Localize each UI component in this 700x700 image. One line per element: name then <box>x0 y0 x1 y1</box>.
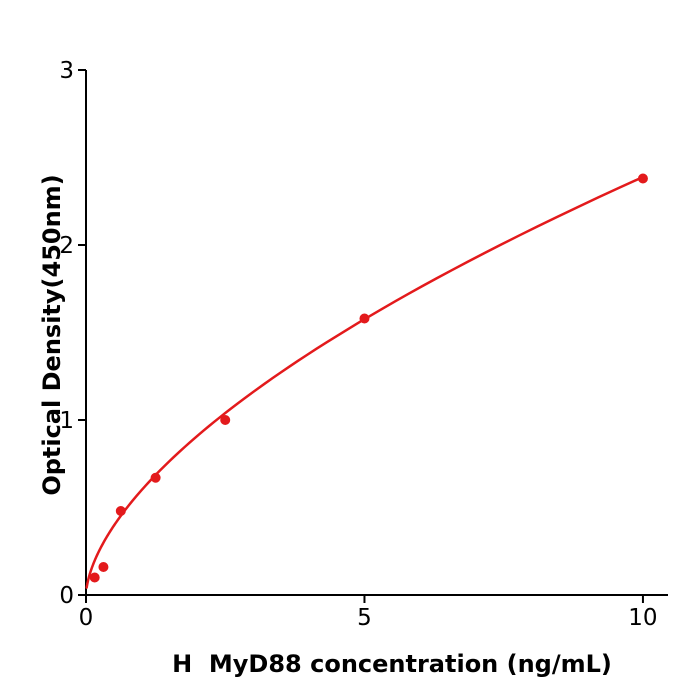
y-tick-label-1: 1 <box>59 408 74 434</box>
x-tick-label-5: 5 <box>357 605 372 631</box>
data-point-0 <box>89 572 100 583</box>
fit-curve <box>85 175 645 589</box>
data-point-3 <box>150 472 161 483</box>
data-point-2 <box>115 506 126 516</box>
data-point-1 <box>98 562 109 572</box>
y-tick-label-3: 3 <box>59 58 74 84</box>
y-tick-label-0: 0 <box>59 583 74 609</box>
x-axis-title: H MyD88 concentration (ng/mL) <box>172 650 612 678</box>
x-tick-label-10: 10 <box>628 605 657 631</box>
data-point-4 <box>220 415 231 425</box>
y-tick-label-2: 2 <box>59 233 74 259</box>
data-point-5 <box>359 313 370 324</box>
data-point-6 <box>637 173 648 184</box>
y-axis-title: Optical Density(450nm) <box>38 174 66 496</box>
x-tick-label-0: 0 <box>79 605 94 631</box>
